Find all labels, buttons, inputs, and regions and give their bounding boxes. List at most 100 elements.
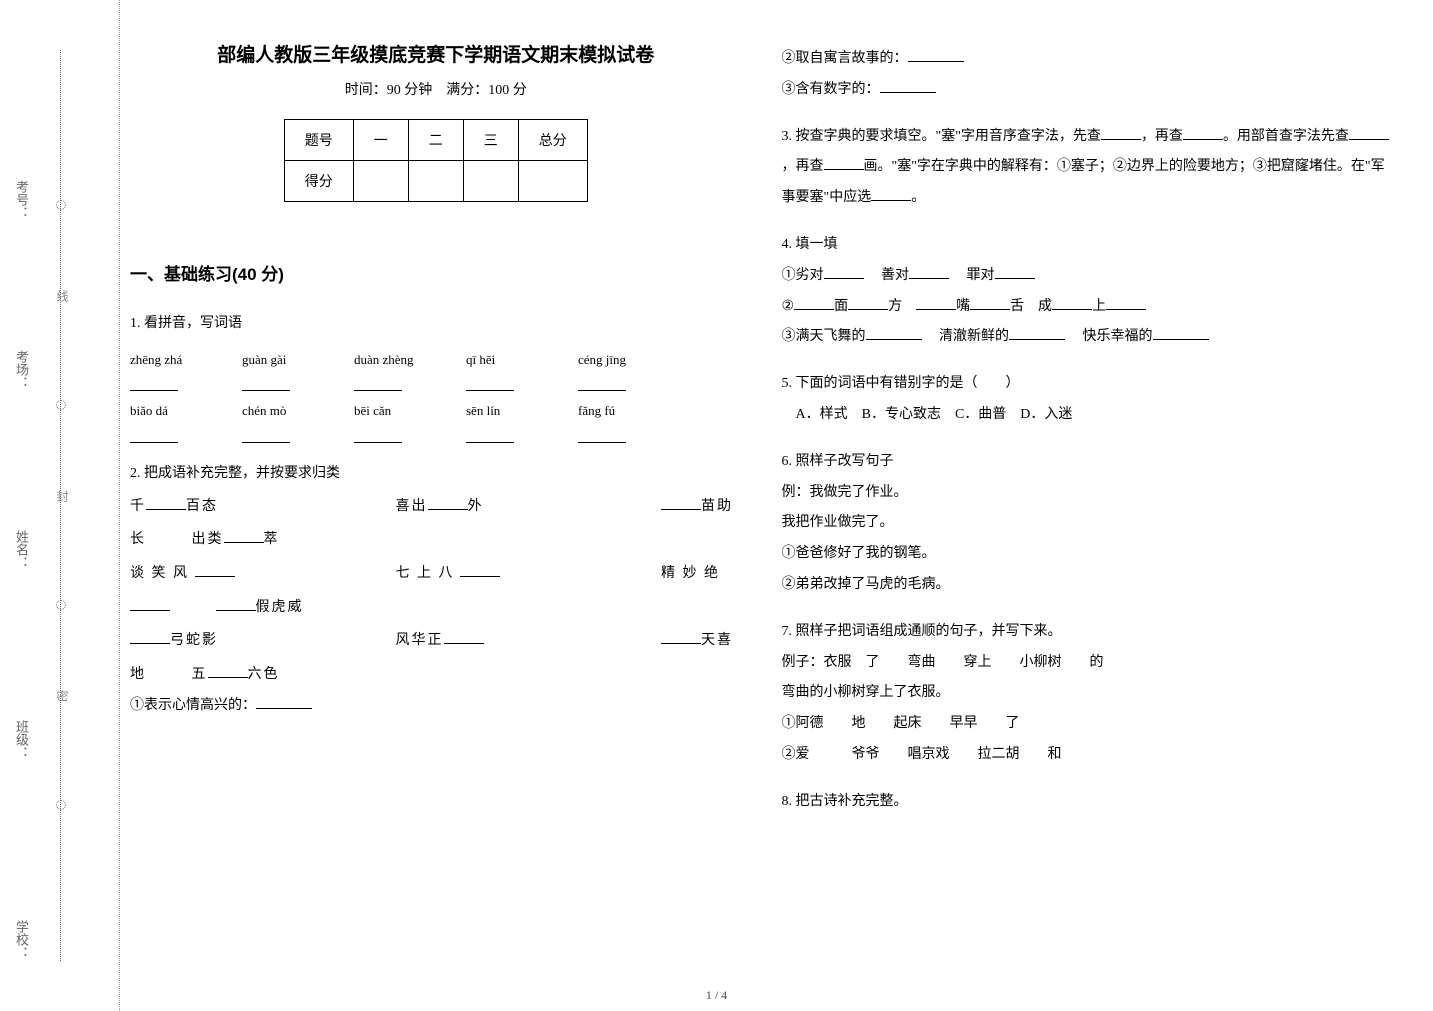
pair-text: 舌 成 <box>1010 299 1052 314</box>
question-6: 6. 照样子改写句子 例：我做完了作业。 我把作业做完了。 ①爸爸修好了我的钢笔… <box>782 447 1394 601</box>
answer-blank[interactable] <box>1349 126 1389 140</box>
answer-blank[interactable] <box>871 187 911 201</box>
page-content: 部编人教版三年级摸底竞赛下学期语文期末模拟试卷 时间：90 分钟 满分：100 … <box>130 40 1393 991</box>
idiom-text: 千 <box>130 499 146 514</box>
answer-blank[interactable] <box>1106 296 1146 310</box>
answer-blank[interactable] <box>444 630 484 644</box>
answer-blank[interactable] <box>824 156 864 170</box>
answer-blank[interactable] <box>130 597 170 611</box>
answer-blank[interactable] <box>130 430 178 443</box>
idiom-text: 七 上 八 <box>396 566 455 581</box>
answer-blank[interactable] <box>130 378 178 391</box>
binding-margin: 学校： 班级： 姓名： 考场： 考号： 线 封 密 <box>0 0 120 1011</box>
pair-text: 面 <box>834 299 848 314</box>
score-cell: 总分 <box>518 120 587 161</box>
pair-text: 嘴 <box>956 299 970 314</box>
answer-blank[interactable] <box>661 630 701 644</box>
question-5: 5. 下面的词语中有错别字的是（ ） A．样式 B．专心致志 C．曲普 D．入迷 <box>782 369 1394 431</box>
answer-blank[interactable] <box>130 630 170 644</box>
q6-item: ②弟弟改掉了马虎的毛病。 <box>782 570 1394 601</box>
answer-blank[interactable] <box>661 496 701 510</box>
binding-circle <box>56 200 66 210</box>
answer-blank[interactable] <box>1009 326 1065 340</box>
pinyin-cell: bēi cǎn <box>354 397 440 443</box>
pinyin-cell: chén mò <box>242 397 328 443</box>
answer-blank[interactable] <box>908 48 964 62</box>
idiom: 喜出 外 <box>396 490 656 524</box>
answer-blank[interactable] <box>256 695 312 709</box>
pinyin-cell: céng jīng <box>578 346 664 392</box>
answer-blank[interactable] <box>824 265 864 279</box>
pinyin: sēn lín <box>466 397 500 426</box>
pair-text: ①劣对 <box>782 268 824 283</box>
pair-text: ③满天飞舞的 <box>782 329 866 344</box>
binding-circle <box>56 800 66 810</box>
answer-blank[interactable] <box>354 430 402 443</box>
answer-blank[interactable] <box>466 378 514 391</box>
idiom: 五六色 <box>192 667 280 682</box>
answer-blank[interactable] <box>146 496 186 510</box>
answer-blank[interactable] <box>460 563 500 577</box>
idiom: 假虎威 <box>216 600 304 615</box>
answer-blank[interactable] <box>428 496 468 510</box>
score-cell <box>463 161 518 202</box>
answer-blank[interactable] <box>242 430 290 443</box>
answer-blank[interactable] <box>848 296 888 310</box>
answer-blank[interactable] <box>1153 326 1209 340</box>
column-left: 部编人教版三年级摸底竞赛下学期语文期末模拟试卷 时间：90 分钟 满分：100 … <box>130 40 742 991</box>
pair-text: 罪对 <box>953 268 995 283</box>
idiom: 出类萃 <box>192 532 280 547</box>
q8-prompt: 8. 把古诗补充完整。 <box>782 787 1394 818</box>
q4-line3: ③满天飞舞的 清澈新鲜的 快乐幸福的 <box>782 322 1394 353</box>
answer-blank[interactable] <box>970 296 1010 310</box>
idiom: 千 百态 <box>130 490 390 524</box>
answer-blank[interactable] <box>916 296 956 310</box>
label-name: 姓名： <box>12 530 31 569</box>
q6-prompt: 6. 照样子改写句子 <box>782 447 1394 478</box>
answer-blank[interactable] <box>578 430 626 443</box>
pinyin-cell: zhēng zhá <box>130 346 216 392</box>
idiom: 谈 笑 风 <box>130 557 390 591</box>
q2-continued: ②取自寓言故事的： ③含有数字的： <box>782 44 1394 106</box>
label-class: 班级： <box>12 720 31 759</box>
answer-blank[interactable] <box>794 296 834 310</box>
question-8: 8. 把古诗补充完整。 <box>782 787 1394 818</box>
answer-blank[interactable] <box>880 79 936 93</box>
pair-text: 快乐幸福的 <box>1069 329 1153 344</box>
pinyin-cell: qī hēi <box>466 346 552 392</box>
pinyin: zhēng zhá <box>130 346 182 375</box>
answer-blank[interactable] <box>195 563 235 577</box>
answer-blank[interactable] <box>466 430 514 443</box>
question-4: 4. 填一填 ①劣对 善对 罪对 ②面方 嘴舌 成上 ③满天飞舞的 清澈新鲜的 … <box>782 230 1394 353</box>
answer-blank[interactable] <box>1052 296 1092 310</box>
idiom-line: 谈 笑 风 七 上 八 精 妙 绝 假虎威 <box>130 557 742 624</box>
answer-blank[interactable] <box>1183 126 1223 140</box>
answer-blank[interactable] <box>1101 126 1141 140</box>
q7-prompt: 7. 照样子把词语组成通顺的句子，并写下来。 <box>782 617 1394 648</box>
score-table: 题号 一 二 三 总分 得分 <box>284 119 588 202</box>
idiom-text: 百态 <box>186 499 218 514</box>
q6-example: 我把作业做完了。 <box>782 508 1394 539</box>
answer-blank[interactable] <box>866 326 922 340</box>
seal-char: 封 <box>54 490 71 502</box>
idiom-text: 五 <box>192 667 208 682</box>
pair-text: ② <box>782 299 795 314</box>
label-room: 考场： <box>12 350 31 389</box>
answer-blank[interactable] <box>224 529 264 543</box>
question-7: 7. 照样子把词语组成通顺的句子，并写下来。 例子：衣服 了 弯曲 穿上 小柳树… <box>782 617 1394 771</box>
answer-blank[interactable] <box>354 378 402 391</box>
question-2: 2. 把成语补充完整，并按要求归类 千百态 喜出外 苗助长 出类萃 谈 笑 风 <box>130 459 742 722</box>
sub-label: ③含有数字的： <box>782 82 880 97</box>
pinyin-cell: duàn zhèng <box>354 346 440 392</box>
q3-text: 。 <box>911 190 925 205</box>
idiom-text: 喜出 <box>396 499 428 514</box>
answer-blank[interactable] <box>909 265 949 279</box>
answer-blank[interactable] <box>242 378 290 391</box>
table-row: 得分 <box>284 161 587 202</box>
answer-blank[interactable] <box>216 597 256 611</box>
answer-blank[interactable] <box>578 378 626 391</box>
answer-blank[interactable] <box>208 664 248 678</box>
answer-blank[interactable] <box>995 265 1035 279</box>
q3-text: 3. 按查字典的要求填空。"塞"字用音序查字法，先查 <box>782 129 1101 144</box>
idiom-text: 外 <box>468 499 484 514</box>
